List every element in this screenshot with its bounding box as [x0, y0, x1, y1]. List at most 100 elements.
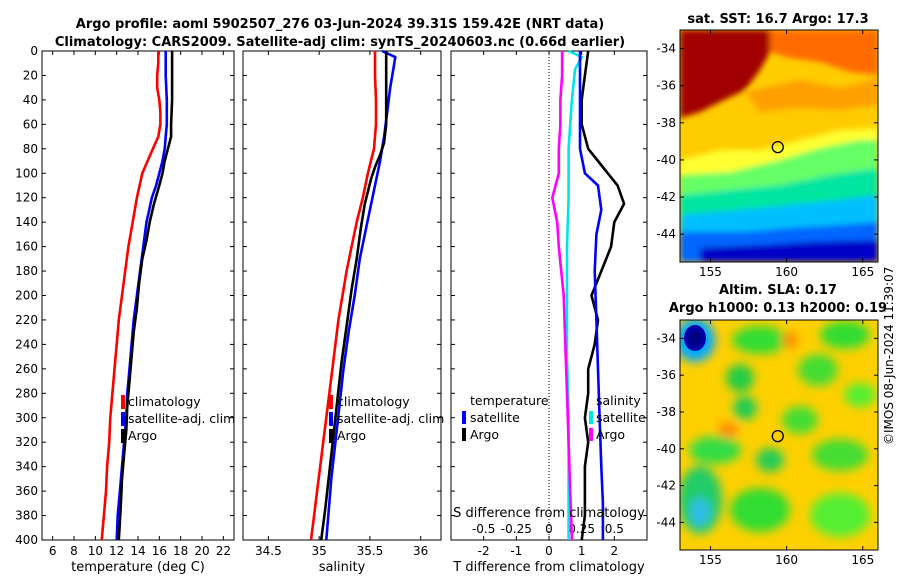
- lat-tick-label: -44: [656, 227, 676, 241]
- lat-tick-label: -44: [656, 515, 676, 529]
- lat-tick-label: -40: [656, 442, 676, 456]
- salinity-profiles: [309, 49, 397, 541]
- s-tick-label: -0.25: [501, 522, 532, 536]
- x-tick-label: 16: [152, 544, 167, 558]
- depth-tick-label: 160: [15, 240, 38, 254]
- legend-swatch-argo: [329, 429, 333, 443]
- depth-tick-label: 40: [23, 93, 38, 107]
- depth-tick-label: 80: [23, 142, 38, 156]
- sla-heatmap: [680, 320, 878, 550]
- lat-tick-label: -38: [656, 116, 676, 130]
- legend-swatch-t-satellite: [462, 411, 466, 424]
- depth-tick-labels: 0 20 40 60 80 100 120 140 160 180 200 220 240 260 280 3…: [15, 44, 647, 547]
- sla-lat-tick-labels: -34 -36 -38 -40 -42 -44: [656, 331, 878, 529]
- lon-tick-label: 165: [851, 265, 874, 279]
- depth-tick-label: 400: [15, 533, 38, 547]
- depth-tick-label: 360: [15, 484, 38, 498]
- sla-lon-tick-labels: 155 160 165: [699, 320, 874, 567]
- depth-tick-label: 260: [15, 362, 38, 376]
- depth-tick-label: 0: [30, 44, 38, 58]
- sst-map-frame: [679, 29, 879, 263]
- x-tick-label: 35: [312, 544, 327, 558]
- temperature-xlabel: temperature (deg C): [71, 560, 205, 575]
- sst-lat-tick-labels: -34 -36 -38 -40 -42 -44: [656, 42, 878, 241]
- profile-s-argo: [578, 51, 605, 540]
- temperature-panel: 0204060801001201401601802002202402602803…: [15, 44, 647, 575]
- legend-swatch-t-argo: [462, 428, 466, 441]
- lat-tick-label: -40: [656, 153, 676, 167]
- temperature-profiles: [100, 51, 174, 541]
- depth-tick-label: 380: [15, 509, 38, 523]
- profile-t-argo: [580, 50, 626, 541]
- lon-tick-label: 160: [775, 553, 798, 567]
- x-tick-label: 14: [130, 544, 145, 558]
- x-tick-label: 2: [611, 544, 619, 558]
- depth-tick-label: 20: [23, 68, 38, 82]
- s-difference-xlabel: S difference from climatology: [453, 506, 645, 521]
- profile-climatology: [100, 51, 162, 541]
- depth-tick-label: 60: [23, 117, 38, 131]
- depth-tick-label: 120: [15, 191, 38, 205]
- figure-title-line1: Argo profile: aoml 5902507_276 03-Jun-20…: [76, 17, 604, 32]
- depth-tick-label: 200: [15, 289, 38, 303]
- legend-label-climatology: climatology: [337, 394, 410, 409]
- lat-tick-label: -34: [656, 42, 676, 56]
- legend-title-salinity: salinity: [596, 393, 641, 408]
- x-tick-label: 1: [578, 544, 586, 558]
- s-tick-label: 0.25: [568, 522, 595, 536]
- salinity-tick-labels: 34.5 35 35.5 36: [255, 51, 428, 558]
- depth-tick-label: 240: [15, 337, 38, 351]
- legend-swatch-climatology: [121, 395, 125, 409]
- depth-tick-label: 220: [15, 313, 38, 327]
- legend-label-satellite: satellite-adj. clim: [337, 411, 444, 426]
- depth-tick-label: 300: [15, 411, 38, 425]
- legend-label-argo: Argo: [337, 428, 366, 443]
- sla-map-frame: [679, 319, 879, 551]
- argo-position-marker: [771, 140, 784, 154]
- figure-title-line2: Climatology: CARS2009. Satellite-adj cli…: [55, 35, 625, 50]
- x-tick-label: 0: [545, 544, 553, 558]
- legend-swatch-climatology: [329, 395, 333, 409]
- temperature-tick-labels: 6 8 10 12 14 16 18 20 22: [49, 51, 231, 558]
- s-difference-tick-labels: -0.5-0.2500.250.5: [472, 522, 624, 536]
- x-tick-label: 20: [194, 544, 209, 558]
- sla-map-subtitle: Argo h1000: 0.13 h2000: 0.19: [669, 301, 887, 316]
- x-tick-label: 22: [216, 544, 231, 558]
- x-tick-label: 10: [88, 544, 103, 558]
- lon-tick-label: 155: [699, 553, 722, 567]
- t-difference-xlabel: T difference from climatology: [452, 560, 645, 575]
- lon-tick-label: 165: [851, 553, 874, 567]
- lat-tick-label: -36: [656, 368, 676, 382]
- sla-map-title: Altim. SLA: 0.17: [719, 283, 837, 298]
- sst-lon-tick-labels: 155 160 165: [699, 30, 874, 279]
- legend-label-climatology: climatology: [128, 394, 201, 409]
- salinity-panel: 34.5 35 35.5 36 salinity climatology satell…: [242, 49, 444, 575]
- depth-tick-label: 180: [15, 264, 38, 278]
- temperature-legend: climatology satellite-adj. clim Argo: [121, 394, 235, 443]
- lon-tick-label: 160: [775, 265, 798, 279]
- x-tick-label: 35.5: [357, 544, 384, 558]
- lon-tick-label: 155: [699, 265, 722, 279]
- legend-label-t-argo: Argo: [470, 427, 499, 442]
- legend-swatch-argo: [121, 429, 125, 443]
- s-tick-label: 0.5: [605, 522, 624, 536]
- lat-tick-label: -42: [656, 479, 676, 493]
- legend-label-satellite: satellite-adj. clim: [128, 411, 235, 426]
- depth-tick-label: 320: [15, 435, 38, 449]
- x-tick-label: -1: [510, 544, 522, 558]
- depth-tick-label: 340: [15, 460, 38, 474]
- lat-tick-label: -34: [656, 331, 676, 345]
- x-tick-label: 8: [70, 544, 78, 558]
- legend-swatch-s-argo: [589, 428, 593, 441]
- s-tick-label: -0.5: [472, 522, 495, 536]
- sst-map-title: sat. SST: 16.7 Argo: 17.3: [687, 12, 868, 27]
- difference-axes-frame: [450, 50, 648, 541]
- x-tick-label: 36: [413, 544, 428, 558]
- legend-label-argo: Argo: [128, 428, 157, 443]
- salinity-xlabel: salinity: [319, 560, 366, 575]
- profile-s-satellite: [550, 51, 574, 541]
- difference-legend: temperature satellite Argo salinity sate…: [462, 393, 646, 442]
- depth-tick-label: 100: [15, 166, 38, 180]
